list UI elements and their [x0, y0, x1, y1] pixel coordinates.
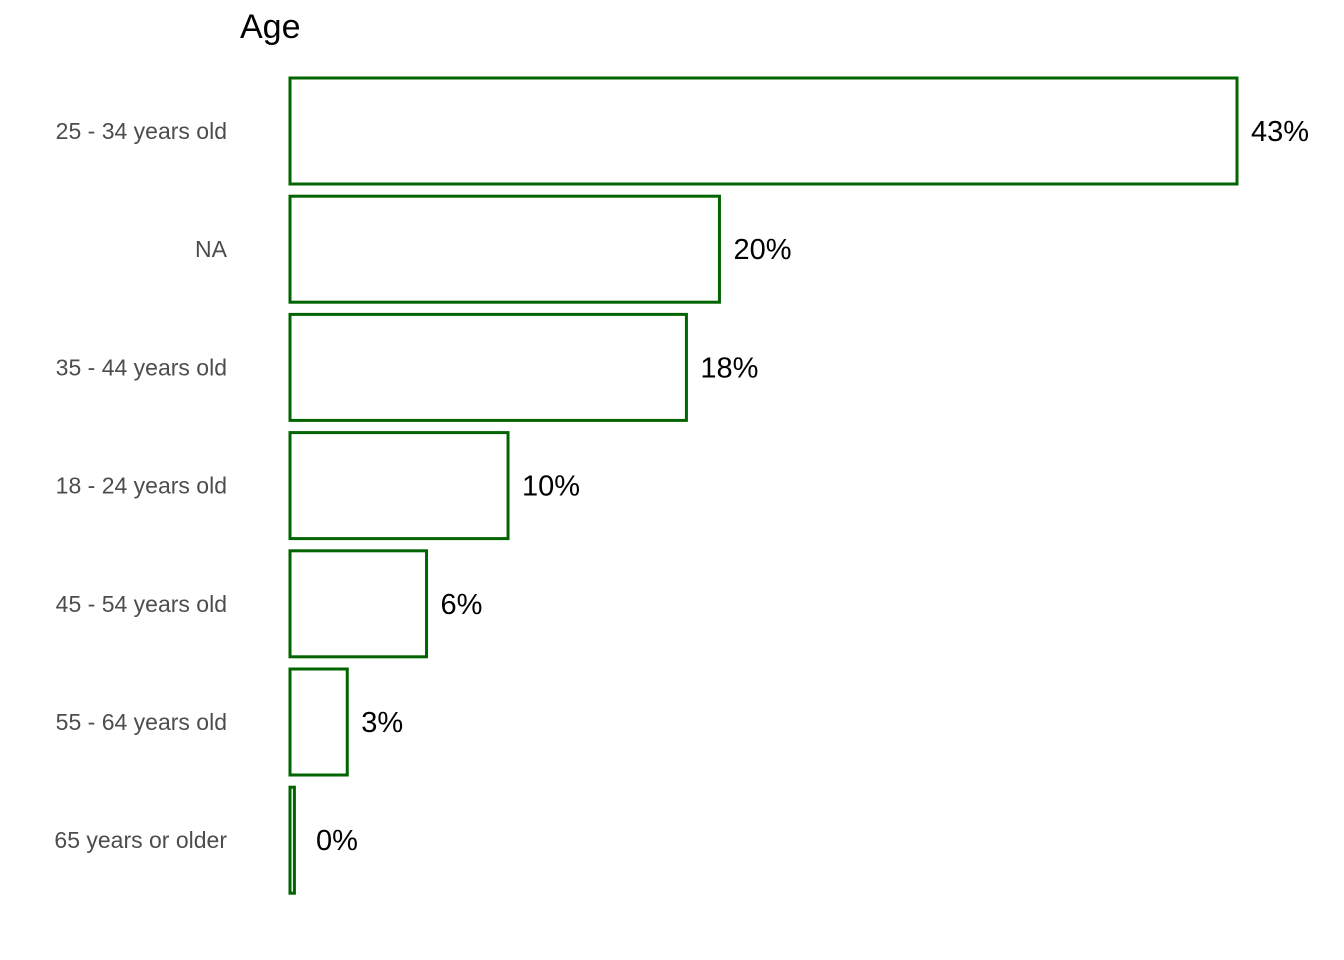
category-label: 35 - 44 years old	[56, 354, 227, 380]
bar	[288, 549, 429, 659]
bars	[288, 76, 1239, 895]
bar	[288, 667, 349, 777]
value-labels: 43% 20% 18% 10% 6% 3% 0%	[316, 116, 1309, 857]
category-labels: 25 - 34 years old NA 35 - 44 years old 18 -…	[54, 118, 227, 853]
value-label: 10%	[522, 471, 580, 503]
category-label: 55 - 64 years old	[56, 709, 227, 735]
value-label: 43%	[1251, 116, 1309, 148]
bar	[288, 431, 510, 541]
bar	[288, 76, 1239, 186]
category-label: 65 years or older	[54, 827, 227, 853]
value-label: 20%	[733, 234, 791, 266]
bar	[288, 312, 688, 422]
value-label: 0%	[316, 825, 358, 857]
category-label: NA	[195, 236, 228, 262]
value-label: 6%	[441, 589, 483, 621]
category-label: 18 - 24 years old	[56, 473, 227, 499]
chart-title: Age	[240, 8, 301, 46]
value-label: 3%	[361, 707, 403, 739]
bar	[288, 785, 296, 895]
bar	[288, 194, 721, 304]
category-label: 45 - 54 years old	[56, 591, 227, 617]
value-label: 18%	[700, 352, 758, 384]
category-label: 25 - 34 years old	[56, 118, 227, 144]
